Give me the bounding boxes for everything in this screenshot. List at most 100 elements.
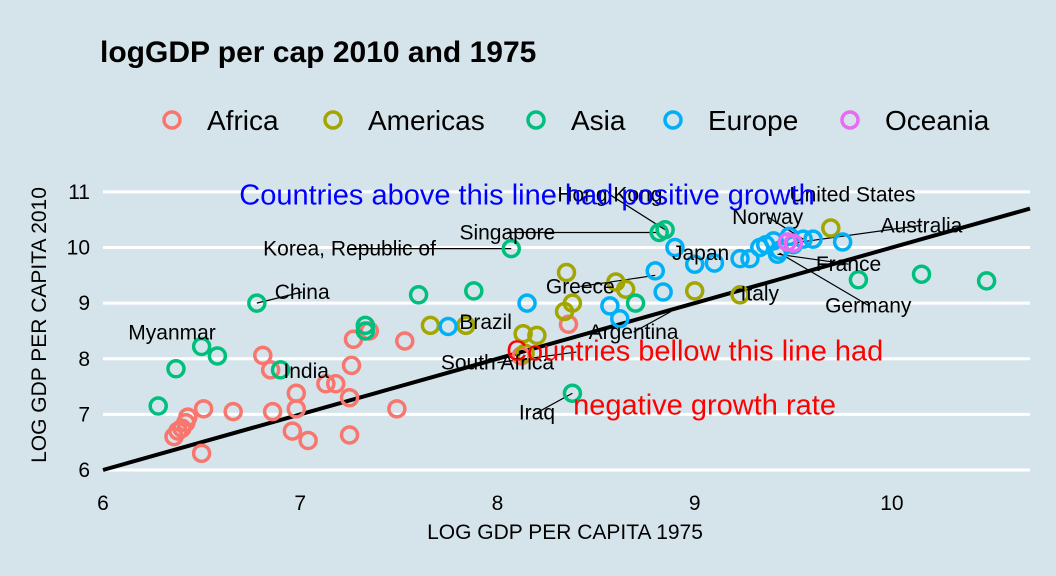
point-africa [341,355,362,376]
legend-label: Oceania [885,105,990,136]
point-europe [653,282,673,302]
y-tick-label: 10 [67,237,90,260]
legend-key-americas [323,110,343,130]
point-asia [911,264,932,284]
annotation-text: Countries bellow this line had [506,335,883,367]
leader-line [793,224,922,244]
point-africa [286,383,307,403]
point-asia [464,281,484,301]
point-asia [355,321,376,341]
point-asia [148,396,168,416]
country-label: Singapore [459,222,555,245]
y-axis-ticks: 6 7 8 9 10 11 [67,181,90,482]
point-africa [395,331,415,351]
country-label: Germany [825,294,912,317]
point-europe [704,253,725,273]
annotation-text: negative growth rate [573,389,836,421]
point-africa [387,399,407,419]
point-africa [193,399,214,419]
legend-key-asia [526,110,546,130]
country-label: China [275,281,330,304]
point-asia [501,238,522,259]
country-label: Brazil [459,311,512,334]
point-europe [684,254,705,274]
point-oceania [777,232,798,252]
point-africa [339,425,360,445]
point-asia [270,360,291,380]
point-africa [339,387,360,408]
point-europe [610,308,630,329]
point-americas [684,281,705,301]
point-africa [191,443,212,464]
y-axis-label: LOG GDP PER CAPITA 2010 [28,187,51,463]
legend: Africa Americas Asia Europe Oceania [162,105,990,136]
country-label: Iraq [519,402,555,425]
point-americas [420,315,441,336]
y-tick-label: 8 [78,348,90,371]
point-europe [832,232,853,252]
x-tick-label: 9 [689,492,701,515]
point-europe [767,244,788,264]
chart-title: logGDP per cap 2010 and 1975 [100,36,536,69]
x-tick-label: 7 [294,492,306,515]
point-europe [438,316,458,337]
point-americas [515,343,535,363]
y-tick-label: 7 [78,403,90,426]
annotations: Countries above this line had positive g… [239,180,883,422]
point-europe [517,293,537,313]
country-label: Hong Kong [557,184,662,207]
country-label: Japan [672,242,729,265]
point-americas [527,325,547,346]
x-tick-label: 6 [97,492,109,515]
country-label: South Africa [441,352,555,375]
country-label: Greece [546,275,615,298]
point-africa [298,430,318,451]
point-asia [848,270,869,290]
country-label: United States [789,184,915,207]
x-tick-label: 8 [492,492,504,515]
point-americas [513,323,533,344]
legend-key-africa [162,110,182,130]
country-label: Australia [881,214,963,237]
country-label: Norway [732,206,804,229]
point-americas [821,218,841,238]
data-points [148,218,997,464]
point-europe [665,237,685,258]
legend-key-europe [663,110,683,130]
point-africa [262,401,283,422]
country-label: Argentina [589,321,679,344]
point-americas [562,293,583,313]
y-tick-label: 9 [78,292,90,315]
legend-label: Europe [708,105,798,136]
point-europe [600,296,620,316]
point-americas [615,279,636,299]
point-africa [260,360,281,380]
point-americas [456,315,476,336]
point-asia [207,346,228,366]
point-asia [408,285,429,305]
legend-label: Americas [368,105,485,136]
point-asia [976,271,997,291]
point-europe [730,248,750,269]
country-label: France [816,253,881,276]
point-americas [730,285,750,305]
leader-line [779,252,869,306]
point-africa [325,374,346,394]
point-europe [740,248,760,269]
point-asia [562,383,583,403]
x-axis-label: LOG GDP PER CAPITA 1975 [427,521,703,544]
point-asia [191,336,212,357]
legend-label: Africa [207,105,279,136]
leader-line [777,253,849,265]
point-asia [247,293,267,313]
point-americas [556,262,577,283]
country-label: Myanmar [128,322,216,345]
legend-label: Asia [571,105,626,136]
reference-line [102,206,1031,472]
leader-line [633,310,672,333]
country-label: Italy [741,283,780,306]
x-axis-ticks: 6 7 8 9 10 [97,492,903,515]
